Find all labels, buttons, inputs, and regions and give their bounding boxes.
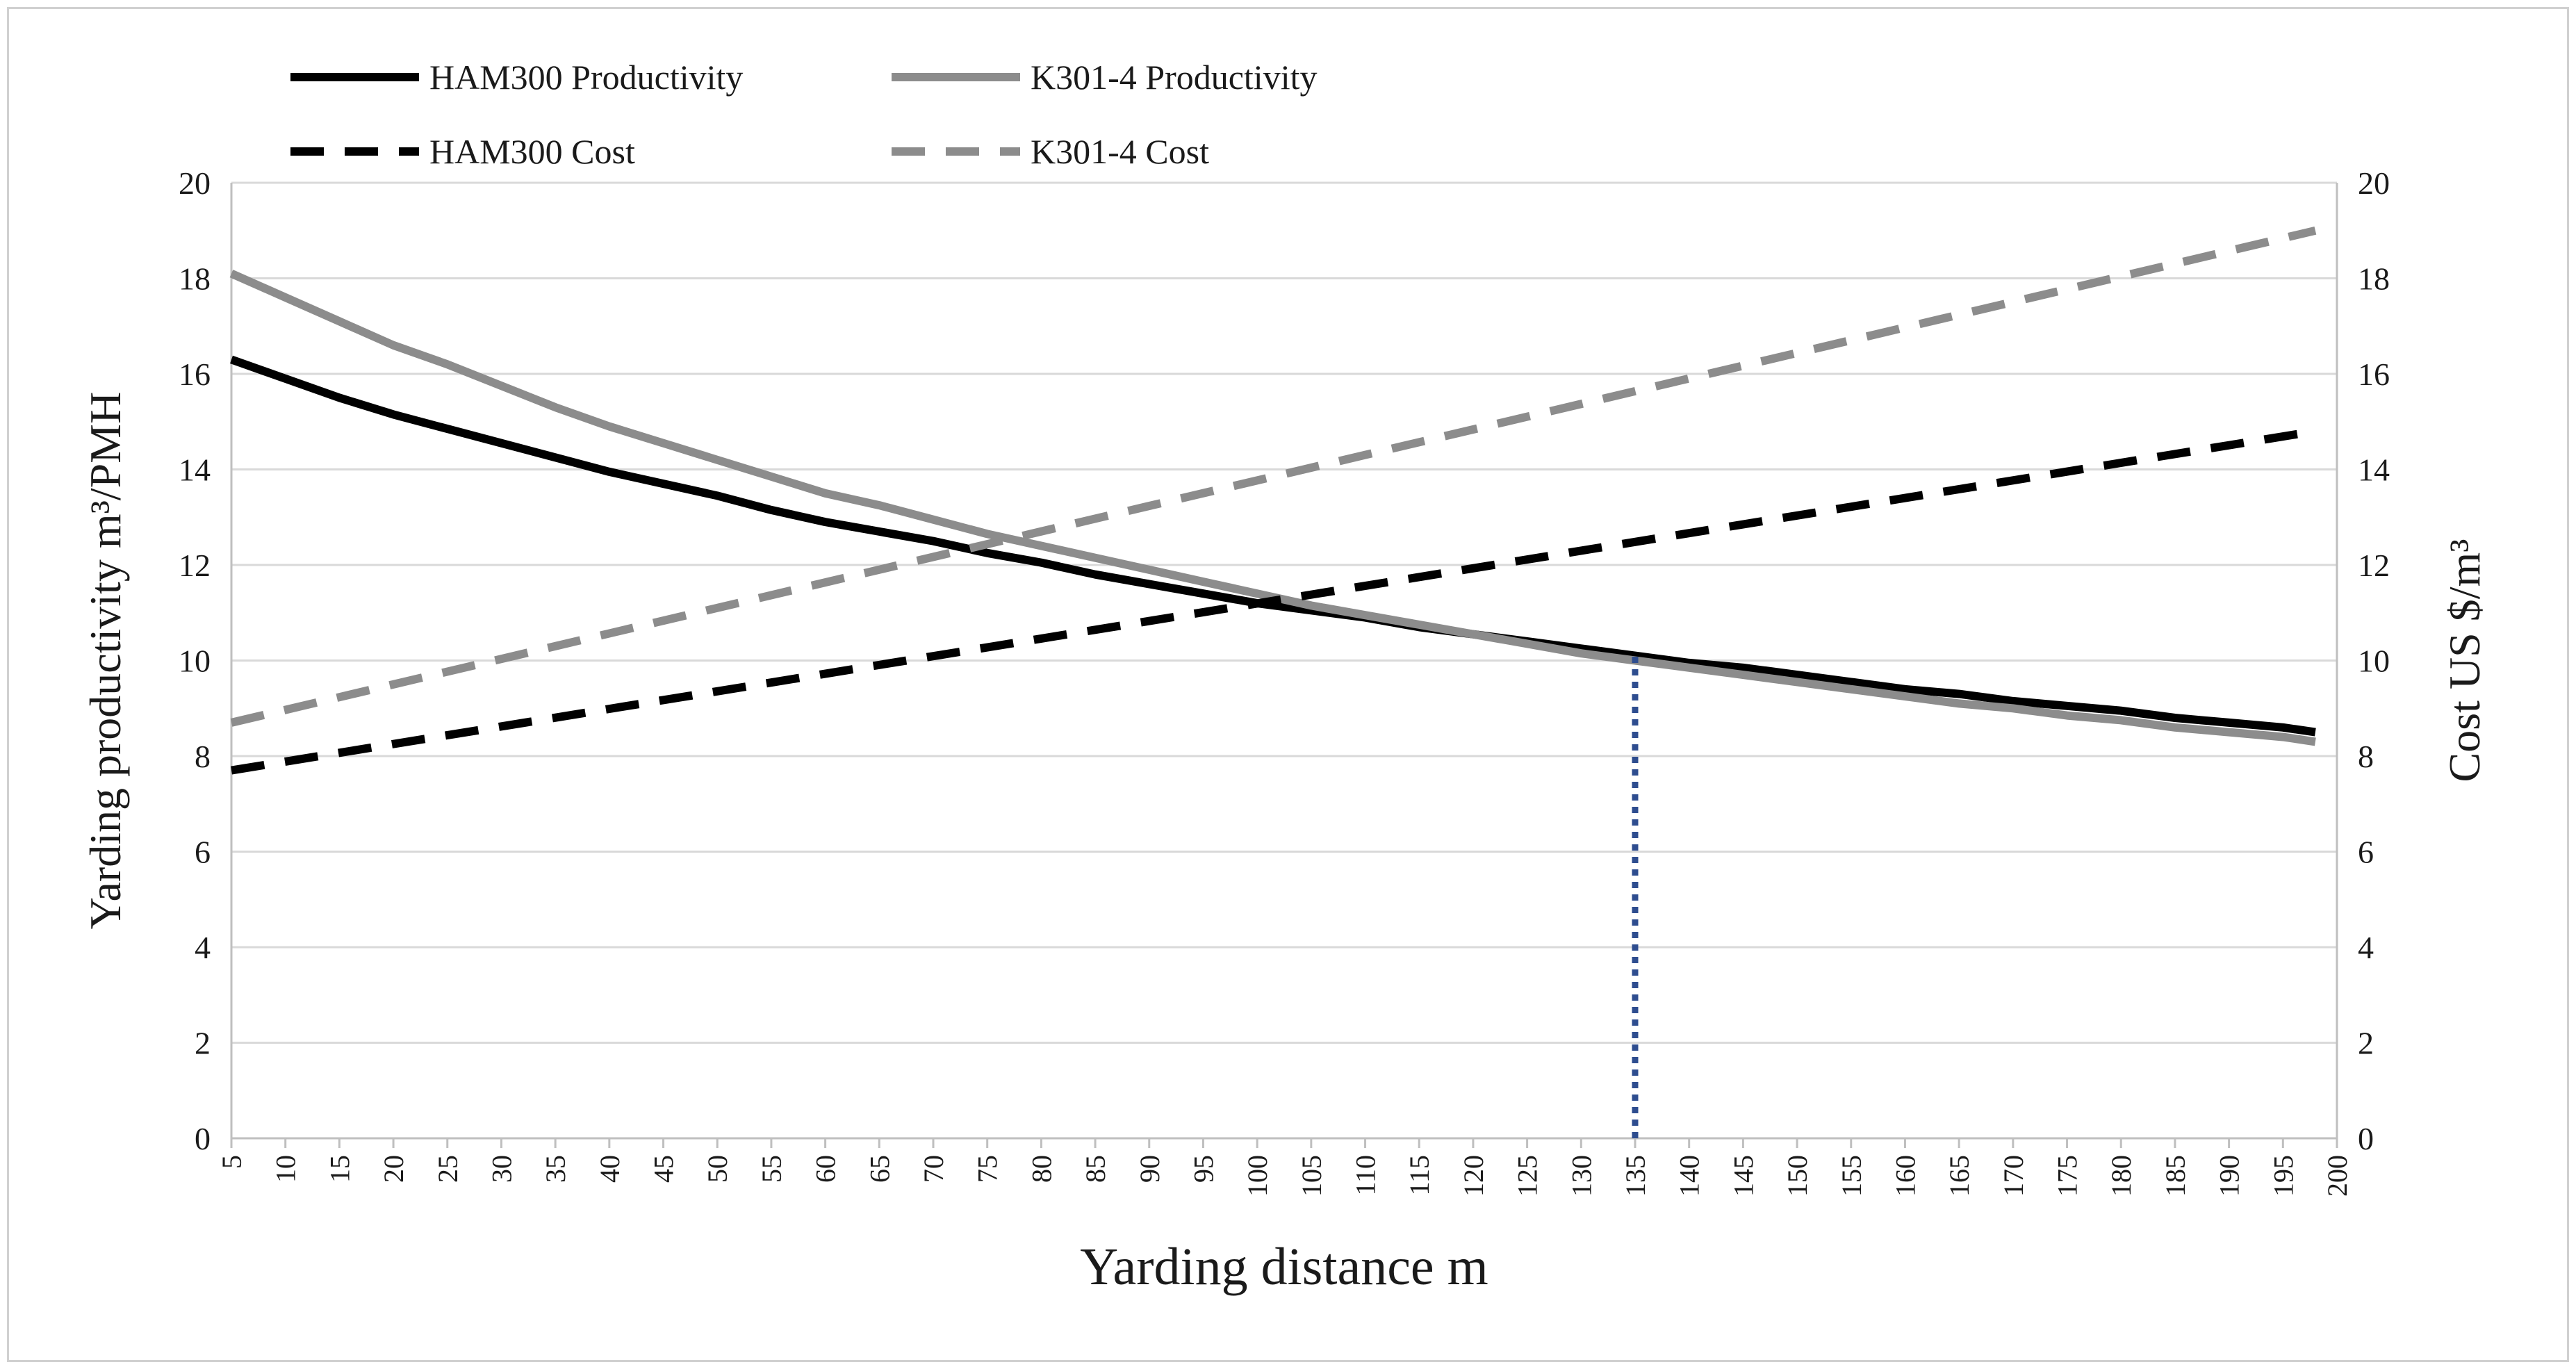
legend-label-k301-4-cost: K301-4 Cost [1031, 132, 1209, 171]
x-tick-label: 20 [378, 1155, 409, 1183]
x-tick-label: 130 [1566, 1155, 1597, 1197]
y-left-tick-label: 4 [195, 930, 211, 965]
y-left-tick-label: 6 [195, 835, 211, 870]
x-tick-label: 175 [2052, 1155, 2083, 1197]
x-tick-label: 120 [1458, 1155, 1489, 1197]
y-right-tick-label: 2 [2358, 1026, 2374, 1061]
x-tick-label: 180 [2106, 1155, 2137, 1197]
legend-label-ham300-productivity: HAM300 Productivity [429, 58, 743, 97]
x-tick-label: 60 [810, 1155, 842, 1183]
x-tick-label: 40 [594, 1155, 625, 1183]
series-k301-4-productivity [229, 270, 2316, 746]
y-left-tick-label: 20 [179, 165, 211, 201]
legend-layer: HAM300 Productivity K301-4 Productivity HA… [290, 58, 1317, 171]
chart-svg: HAM300 Productivity K301-4 Productivity HA… [81, 58, 2489, 1296]
x-tick-label: 95 [1188, 1155, 1219, 1183]
x-tick-label: 195 [2267, 1155, 2299, 1197]
x-tick-label: 50 [702, 1155, 733, 1183]
x-tick-label: 160 [1889, 1155, 1921, 1197]
x-tick-label: 15 [324, 1155, 355, 1183]
y-left-tick-label: 14 [179, 452, 211, 488]
x-tick-label: 65 [864, 1155, 895, 1183]
x-tick-label: 100 [1242, 1155, 1273, 1197]
x-tick-label: 90 [1134, 1155, 1165, 1183]
x-tick-label: 185 [2160, 1155, 2191, 1197]
x-tick-label: 5 [216, 1155, 247, 1169]
x-tick-label: 140 [1674, 1155, 1705, 1197]
y-left-tick-label: 8 [195, 739, 211, 774]
y-right-tick-label: 10 [2358, 643, 2390, 679]
x-tick-label: 85 [1080, 1155, 1111, 1183]
x-tick-label: 70 [918, 1155, 949, 1183]
x-tick-label: 165 [1944, 1155, 1975, 1197]
series-layer [229, 226, 2317, 1138]
x-tick-label: 10 [270, 1155, 302, 1183]
y-right-tick-label: 6 [2358, 835, 2374, 870]
y-right-tick-label: 12 [2358, 548, 2390, 583]
y-right-tick-label: 14 [2358, 452, 2390, 488]
y-left-tick-label: 12 [179, 548, 211, 583]
y-left-tick-label: 0 [195, 1121, 211, 1156]
x-tick-label: 115 [1404, 1155, 1435, 1196]
series-k301-4-cost [230, 226, 2317, 727]
chart-frame: HAM300 Productivity K301-4 Productivity HA… [7, 7, 2569, 1362]
x-tick-label: 30 [486, 1155, 517, 1183]
x-tick-label: 170 [1998, 1155, 2029, 1197]
x-tick-label: 190 [2214, 1155, 2245, 1197]
series-ham300-productivity [229, 355, 2316, 737]
x-tick-label: 80 [1026, 1155, 1057, 1183]
y-right-tick-label: 16 [2358, 356, 2390, 392]
x-tick-label: 135 [1620, 1155, 1651, 1197]
x-tick-label: 105 [1296, 1155, 1327, 1197]
y-right-axis-title: Cost US $/m³ [2440, 539, 2489, 782]
y-right-tick-label: 18 [2358, 261, 2390, 297]
y-left-tick-label: 10 [179, 643, 211, 679]
x-tick-label: 25 [432, 1155, 463, 1183]
y-right-tick-label: 20 [2358, 165, 2390, 201]
x-tick-label: 145 [1728, 1155, 1759, 1197]
x-tick-label: 155 [1836, 1155, 1867, 1197]
y-right-tick-label: 0 [2358, 1121, 2374, 1156]
y-left-tick-label: 18 [179, 261, 211, 297]
x-tick-label: 75 [972, 1155, 1003, 1183]
x-tick-label: 35 [540, 1155, 571, 1183]
x-tick-label: 200 [2322, 1155, 2353, 1197]
series-ham300-cost [231, 427, 2316, 775]
axis-layer [230, 183, 2338, 1148]
x-tick-label: 55 [756, 1155, 787, 1183]
x-tick-label: 125 [1512, 1155, 1543, 1197]
legend-label-k301-4-productivity: K301-4 Productivity [1031, 58, 1317, 97]
x-tick-label: 45 [648, 1155, 680, 1183]
legend-label-ham300-cost: HAM300 Cost [429, 132, 635, 171]
y-left-axis-title: Yarding productivity m³/PMH [81, 392, 130, 930]
y-left-tick-label: 16 [179, 356, 211, 392]
x-tick-label: 150 [1782, 1155, 1813, 1197]
x-axis-title: Yarding distance m [1080, 1238, 1488, 1296]
y-right-tick-label: 4 [2358, 930, 2374, 965]
y-right-tick-label: 8 [2358, 739, 2374, 774]
x-tick-label: 110 [1350, 1155, 1381, 1196]
y-left-tick-label: 2 [195, 1026, 211, 1061]
grid-layer [231, 181, 2337, 1140]
